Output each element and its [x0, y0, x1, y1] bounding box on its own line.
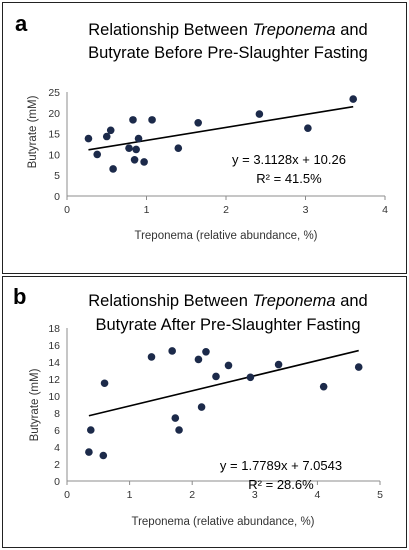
- data-point: [194, 355, 203, 364]
- x-tick-label: 4: [382, 204, 388, 216]
- x-tick-label: 3: [252, 489, 258, 501]
- data-point: [168, 347, 176, 355]
- y-tick-label: 14: [48, 357, 60, 369]
- data-point: [171, 414, 180, 422]
- panel-label: b: [13, 284, 26, 309]
- data-point: [109, 165, 117, 173]
- data-point: [354, 363, 363, 371]
- y-tick-label: 18: [48, 323, 60, 335]
- chart-b-svg: b Relationship Between Treponema and But…: [13, 284, 383, 528]
- chart-panel-a: a Relationship Between Treponema and But…: [2, 2, 407, 274]
- data-point: [349, 95, 358, 103]
- y-axis-label: Butyrate (mM): [29, 368, 41, 441]
- data-point: [84, 134, 93, 143]
- data-point: [99, 451, 108, 460]
- y-tick-label: 16: [48, 340, 60, 352]
- data-point: [125, 144, 133, 152]
- y-tick-label: 5: [54, 170, 60, 182]
- data-point: [140, 158, 148, 166]
- data-point: [147, 353, 156, 361]
- x-tick-label: 2: [189, 489, 195, 501]
- x-tick-label: 2: [223, 204, 229, 216]
- y-tick-label: 8: [54, 408, 60, 420]
- y-tick-label: 6: [54, 425, 60, 437]
- chart-a-svg: a Relationship Between Treponema and But…: [15, 11, 388, 242]
- data-point: [132, 145, 140, 154]
- x-tick-label: 0: [64, 204, 70, 216]
- data-point: [319, 382, 328, 391]
- data-point: [93, 150, 102, 159]
- data-point: [212, 372, 220, 381]
- y-tick-label: 10: [48, 149, 60, 161]
- data-point: [202, 348, 210, 356]
- chart-title-line1: Relationship Between Treponema and: [88, 292, 367, 310]
- y-tick-label: 15: [48, 129, 60, 141]
- trend-line: [88, 105, 354, 151]
- panel-label: a: [15, 11, 28, 36]
- data-point: [130, 156, 139, 164]
- data-point: [174, 144, 183, 152]
- chart-title-line1: Relationship Between Treponema and: [88, 21, 367, 39]
- y-tick-label: 20: [48, 108, 60, 120]
- data-point: [304, 124, 312, 132]
- data-point: [274, 360, 283, 369]
- chart-title-line2: Butyrate After Pre-Slaughter Fasting: [95, 316, 360, 334]
- data-point: [148, 116, 156, 124]
- data-point: [224, 361, 233, 370]
- x-tick-label: 1: [127, 489, 133, 501]
- regression-equation: y = 3.1128x + 10.26: [232, 152, 346, 167]
- y-tick-label: 2: [54, 459, 60, 471]
- chart-title-line2: Butyrate Before Pre-Slaughter Fasting: [88, 44, 368, 62]
- trend-line: [88, 349, 359, 417]
- x-axis-label: Treponema (relative abundance, %): [131, 516, 314, 528]
- y-tick-label: 10: [48, 391, 60, 403]
- data-point: [246, 373, 255, 382]
- data-point: [85, 448, 93, 456]
- x-tick-label: 5: [377, 489, 383, 501]
- data-point: [100, 379, 109, 388]
- x-tick-label: 4: [314, 489, 320, 501]
- y-tick-label: 12: [48, 374, 60, 386]
- data-point: [102, 132, 111, 141]
- data-point: [134, 134, 143, 143]
- y-tick-label: 25: [48, 87, 60, 99]
- r-squared-label: R² = 28.6%: [248, 477, 314, 492]
- regression-equation: y = 1.7789x + 7.0543: [220, 458, 342, 473]
- y-tick-label: 0: [54, 476, 60, 488]
- y-tick-label: 0: [54, 191, 60, 203]
- chart-panel-b: b Relationship Between Treponema and But…: [2, 276, 407, 548]
- x-tick-label: 3: [303, 204, 309, 216]
- y-axis-label: Butyrate (mM): [27, 95, 39, 168]
- r-squared-label: R² = 41.5%: [256, 171, 322, 186]
- data-point: [129, 116, 137, 124]
- y-tick-label: 4: [54, 442, 60, 454]
- x-axis-label: Treponema (relative abundance, %): [134, 230, 317, 242]
- data-point: [194, 118, 202, 127]
- x-tick-label: 1: [144, 204, 150, 216]
- data-point: [175, 426, 183, 434]
- data-point: [106, 126, 115, 135]
- x-tick-label: 0: [64, 489, 70, 501]
- data-point: [197, 403, 206, 411]
- data-point: [255, 110, 264, 118]
- data-point: [86, 426, 95, 434]
